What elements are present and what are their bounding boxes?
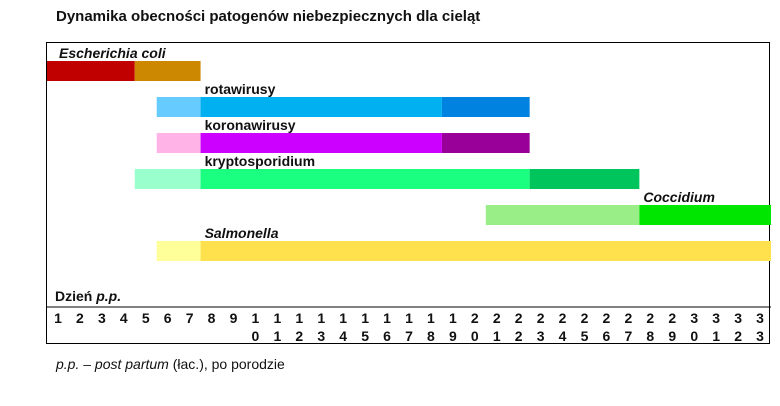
bar-salmonella-1 xyxy=(156,241,201,261)
series-label-escherichia-coli: Escherichia coli xyxy=(59,45,167,61)
bar-escherichia-coli-2 xyxy=(134,61,201,81)
bar-koronawirusy-3 xyxy=(441,133,530,153)
x-axis-title: Dzień p.p. xyxy=(55,288,121,304)
footnote-term: post partum xyxy=(94,356,169,372)
footnote-rest: (łac.), po porodzie xyxy=(168,356,285,372)
series-label-kryptosporidium: kryptosporidium xyxy=(205,153,315,169)
bar-coccidium-2 xyxy=(639,205,771,225)
bar-kryptosporidium-2 xyxy=(200,169,530,189)
bar-koronawirusy-2 xyxy=(200,133,442,153)
chart-svg: Escherichia coli rotawirusy koronawirusy kr… xyxy=(47,45,771,344)
footnote-abbr: p.p. – xyxy=(56,356,95,372)
series-label-rotawirusy: rotawirusy xyxy=(205,81,276,97)
x-tick-label-7: 7 xyxy=(186,310,194,326)
bar-coccidium-1 xyxy=(485,205,640,225)
bar-rotawirusy-2 xyxy=(200,97,442,117)
bar-kryptosporidium-1 xyxy=(134,169,201,189)
bar-koronawirusy-1 xyxy=(156,133,201,153)
x-tick-label-9: 9 xyxy=(230,310,238,326)
series-label-coccidium: Coccidium xyxy=(643,189,715,205)
x-tick-label-1: 1 xyxy=(54,310,62,326)
bar-escherichia-coli-1 xyxy=(47,61,135,81)
bar-rotawirusy-1 xyxy=(156,97,201,117)
x-tick-label-6: 6 xyxy=(164,310,172,326)
x-tick-label-2: 2 xyxy=(76,310,84,326)
series-label-salmonella: Salmonella xyxy=(205,225,279,241)
bar-salmonella-2 xyxy=(200,241,771,261)
x-tick-label-8: 8 xyxy=(208,310,216,326)
x-tick-label-5: 5 xyxy=(142,310,150,326)
bar-kryptosporidium-3 xyxy=(529,169,640,189)
bar-rotawirusy-3 xyxy=(441,97,530,117)
chart-title: Dynamika obecności patogenów niebezpiecz… xyxy=(56,8,481,25)
series-label-koronawirusy: koronawirusy xyxy=(205,117,296,133)
x-tick-label-4: 4 xyxy=(120,310,128,326)
x-tick-label-3: 3 xyxy=(98,310,106,326)
footnote: p.p. – post partum (łac.), po porodzie xyxy=(56,356,285,372)
chart-area: Escherichia coli rotawirusy koronawirusy kr… xyxy=(46,42,771,344)
